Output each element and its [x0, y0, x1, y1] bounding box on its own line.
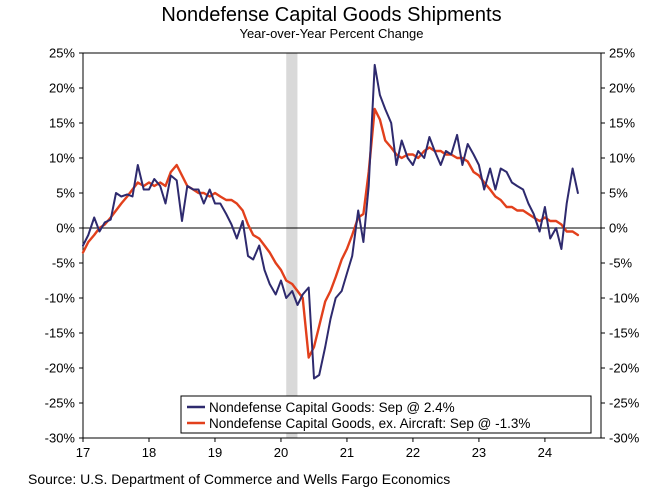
- series-line-ex-aircraft: [81, 107, 580, 359]
- y-tick-label-left: -5%: [52, 256, 76, 271]
- y-tick-label-right: -5%: [609, 256, 633, 271]
- legend-label-ex-aircraft: Nondefense Capital Goods, ex. Aircraft: …: [209, 416, 530, 431]
- y-tick-label-left: 15%: [49, 116, 75, 131]
- chart-subtitle: Year-over-Year Percent Change: [239, 26, 424, 41]
- y-tick-label-left: 5%: [56, 186, 75, 201]
- legend-box: [180, 395, 592, 434]
- y-tick-label-left: -10%: [45, 291, 76, 306]
- x-tick-label: 20: [274, 445, 288, 460]
- y-tick-label-right: 20%: [609, 81, 635, 96]
- x-tick-label: 23: [472, 445, 486, 460]
- y-tick-label-right: 25%: [609, 46, 635, 61]
- x-tick-label: 21: [340, 445, 354, 460]
- ticks-layer: 25% 25% 20% 20% 15% 15% 10% 10% 5% 5% 0% 0% -5% -5% -1…: [45, 46, 640, 461]
- y-tick-label-right: 5%: [609, 186, 628, 201]
- y-tick-label-left: -25%: [45, 396, 76, 411]
- axes-layer: [82, 52, 602, 439]
- x-tick-label: 18: [142, 445, 156, 460]
- y-tick-label-right: -20%: [609, 361, 640, 376]
- y-tick-label-left: 0%: [56, 221, 75, 236]
- y-tick-label-left: 20%: [49, 81, 75, 96]
- recession-shade: [286, 53, 298, 438]
- y-tick-label-right: 10%: [609, 151, 635, 166]
- y-tick-label-right: -30%: [609, 431, 640, 446]
- y-tick-label-right: -15%: [609, 326, 640, 341]
- y-tick-label-left: 10%: [49, 151, 75, 166]
- y-tick-label-right: -10%: [609, 291, 640, 306]
- y-tick-label-left: 25%: [49, 46, 75, 61]
- series-layer: [81, 63, 580, 380]
- y-tick-label-left: -15%: [45, 326, 76, 341]
- y-tick-label-right: -25%: [609, 396, 640, 411]
- x-tick-label: 24: [538, 445, 552, 460]
- y-tick-label-left: -30%: [45, 431, 76, 446]
- background-layer: [286, 53, 298, 438]
- x-tick-label: 19: [208, 445, 222, 460]
- legend-label-nondefense-capital-goods: Nondefense Capital Goods: Sep @ 2.4%: [209, 400, 455, 415]
- x-tick-label: 17: [76, 445, 90, 460]
- chart-title: Nondefense Capital Goods Shipments: [161, 4, 502, 26]
- y-tick-label-right: 0%: [609, 221, 628, 236]
- legend: Nondefense Capital Goods: Sep @ 2.4%Nond…: [180, 395, 592, 434]
- x-tick-label: 22: [406, 445, 420, 460]
- series-line-nondefense-capital-goods: [82, 63, 579, 380]
- source-note: Source: U.S. Department of Commerce and …: [28, 471, 451, 487]
- y-tick-label-right: 15%: [609, 116, 635, 131]
- plot-frame: [82, 52, 602, 439]
- y-tick-label-left: -20%: [45, 361, 76, 376]
